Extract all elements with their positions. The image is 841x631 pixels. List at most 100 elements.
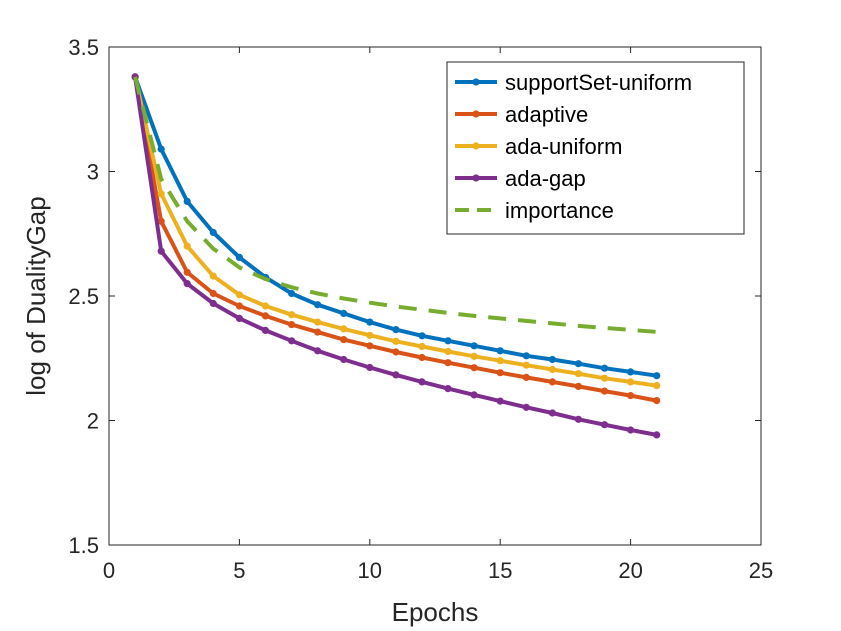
series-0-point — [574, 360, 583, 368]
series-1-point — [314, 328, 322, 336]
series-3-point — [235, 314, 243, 322]
series-3-point — [418, 378, 426, 386]
series-0-point — [444, 337, 452, 345]
series-1-point — [157, 217, 165, 225]
series-2-point — [522, 361, 530, 369]
series-0-point — [496, 347, 504, 355]
series-0-point — [600, 364, 609, 372]
legend: supportSet-uniform adaptive ada-uniform ada… — [446, 61, 745, 235]
series-2-point — [496, 357, 504, 365]
series-0-point — [470, 342, 478, 350]
series-3-point — [340, 355, 348, 364]
series-2-point — [574, 370, 583, 378]
legend-label-3: ada-gap — [505, 166, 586, 191]
series-3-point — [574, 415, 583, 423]
series-0-point — [314, 301, 322, 309]
series-3-point — [600, 421, 609, 429]
series-2-point — [600, 374, 609, 382]
series-0-point — [653, 372, 661, 380]
series-1-point — [444, 359, 452, 367]
series-2-point — [288, 311, 296, 319]
series-2-point — [444, 347, 452, 356]
series-0-point — [366, 318, 374, 326]
tick-labels: 0 5 10 15 20 25 1.5 2 2.5 3 3.5 — [68, 35, 773, 583]
series-1-point — [366, 342, 374, 350]
series-1-point — [288, 321, 296, 329]
series-1-point — [522, 373, 530, 381]
series-1-point — [392, 348, 400, 356]
y-tick-label: 1.5 — [68, 533, 99, 558]
x-tick-label: 5 — [233, 558, 245, 583]
series-layer — [131, 73, 661, 439]
x-tick-label: 20 — [618, 558, 642, 583]
series-1-point — [600, 387, 609, 395]
series-0-point — [209, 228, 217, 237]
series-0-point — [235, 253, 243, 261]
series-1-point — [496, 369, 504, 377]
series-2-point — [261, 302, 270, 310]
legend-marker-3 — [472, 174, 480, 182]
series-2-point — [470, 352, 478, 360]
series-2-point — [418, 342, 426, 351]
x-tick-label: 15 — [488, 558, 512, 583]
series-3-point — [288, 337, 296, 345]
series-3-point — [470, 391, 478, 399]
series-2-point — [235, 291, 243, 299]
legend-label-0: supportSet-uniform — [505, 70, 692, 95]
y-tick-label: 3 — [87, 160, 99, 185]
series-3-point — [627, 426, 635, 434]
legend-marker-0 — [472, 78, 480, 86]
series-1-point — [470, 364, 478, 372]
series-1-point — [261, 312, 270, 320]
series-0-point — [157, 145, 165, 153]
series-2-point — [209, 272, 217, 280]
y-tick-label: 3.5 — [68, 35, 99, 60]
series-3-point — [157, 247, 165, 255]
series-1-point — [418, 353, 426, 362]
axes-layer — [108, 46, 762, 546]
legend-marker-1 — [472, 110, 480, 118]
series-3-point — [392, 371, 400, 379]
series-0-point — [288, 289, 296, 298]
series-0-point — [418, 332, 426, 340]
x-axis-title: Epochs — [392, 597, 479, 627]
series-3-point — [653, 431, 661, 439]
series-3-point — [314, 347, 322, 355]
series-3-point — [496, 397, 504, 405]
y-tick-label: 2 — [87, 409, 99, 434]
legend-label-2: ada-uniform — [505, 134, 622, 159]
x-tick-label: 25 — [749, 558, 773, 583]
series-1-point — [653, 397, 661, 405]
series-2-point — [627, 378, 635, 386]
series-0-point — [392, 326, 400, 334]
series-1-point — [340, 336, 348, 344]
series-2-point — [157, 190, 165, 198]
series-2-point — [183, 242, 191, 250]
series-2-point — [392, 337, 400, 345]
series-1-point — [209, 289, 217, 298]
series-0-point — [522, 352, 530, 360]
y-tick-label: 2.5 — [68, 284, 99, 309]
series-1-point — [183, 268, 191, 276]
legend-label-1: adaptive — [505, 102, 588, 127]
series-3-point — [209, 299, 217, 308]
y-axis-title: log of DualityGap — [21, 196, 51, 395]
series-0-point — [548, 355, 557, 364]
x-tick-label: 10 — [358, 558, 382, 583]
series-3-point — [522, 403, 530, 411]
series-3-point — [548, 409, 557, 417]
series-2-point — [548, 365, 557, 374]
series-1-point — [627, 392, 635, 400]
legend-marker-2 — [472, 142, 480, 150]
series-1-point — [235, 302, 243, 310]
series-0-point — [183, 197, 191, 205]
x-tick-label: 0 — [103, 558, 115, 583]
series-1-point — [574, 382, 583, 390]
series-0-point — [340, 309, 348, 317]
legend-label-4: importance — [505, 198, 614, 223]
series-0-point — [627, 368, 635, 376]
series-2-point — [653, 382, 661, 390]
series-3-point — [183, 280, 191, 288]
series-2-point — [366, 331, 374, 339]
